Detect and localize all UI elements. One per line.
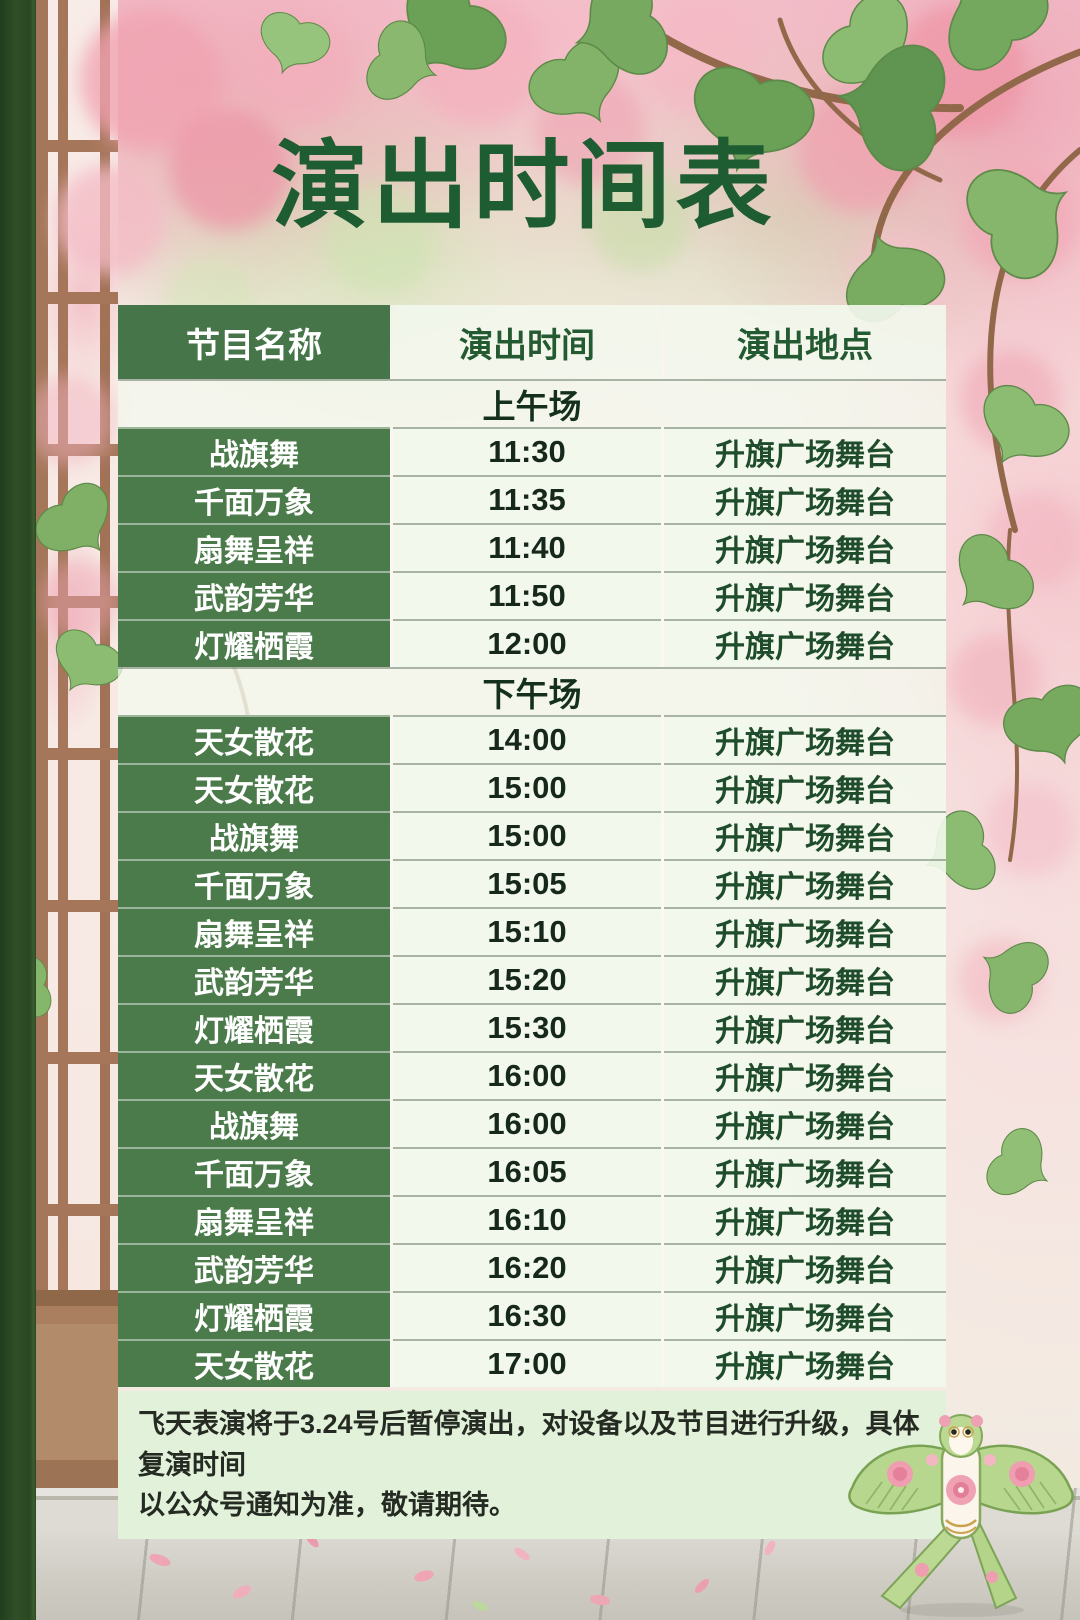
venue-cell: 升旗广场舞台 [664,1291,946,1339]
table-row: 天女散花 17:00 升旗广场舞台 [118,1339,946,1387]
table-row: 扇舞呈祥 16:10 升旗广场舞台 [118,1195,946,1243]
notice-box: 飞天表演将于3.24号后暂停演出，对设备以及节目进行升级，具体复演时间 以公众号… [118,1391,946,1539]
program-name-cell: 扇舞呈祥 [118,907,390,955]
door-pillar [0,0,36,1620]
table-header-row: 节目名称 演出时间 演出地点 [118,305,946,379]
venue-cell: 升旗广场舞台 [664,475,946,523]
program-name-cell: 天女散花 [118,1051,390,1099]
table-row: 灯耀栖霞 15:30 升旗广场舞台 [118,1003,946,1051]
venue-cell: 升旗广场舞台 [664,715,946,763]
venue-cell: 升旗广场舞台 [664,1003,946,1051]
venue-cell: 升旗广场舞台 [664,571,946,619]
table-row: 武韵芳华 16:20 升旗广场舞台 [118,1243,946,1291]
schedule-table: 节目名称 演出时间 演出地点 上午场 战旗舞 11:30 升旗广场舞台 千面万象 11:3… [118,305,946,1387]
table-row: 千面万象 15:05 升旗广场舞台 [118,859,946,907]
venue-cell: 升旗广场舞台 [664,907,946,955]
program-name-cell: 武韵芳华 [118,955,390,1003]
venue-cell: 升旗广场舞台 [664,1099,946,1147]
program-name-cell: 灯耀栖霞 [118,619,390,667]
venue-cell: 升旗广场舞台 [664,1339,946,1387]
column-header-venue: 演出地点 [664,305,946,379]
program-name-cell: 扇舞呈祥 [118,1195,390,1243]
window-sill-panel [36,1290,118,1500]
venue-cell: 升旗广场舞台 [664,619,946,667]
venue-cell: 升旗广场舞台 [664,859,946,907]
program-name-cell: 灯耀栖霞 [118,1291,390,1339]
program-name-cell: 千面万象 [118,475,390,523]
show-time-cell: 16:30 [393,1291,661,1339]
program-name-cell: 战旗舞 [118,811,390,859]
program-name-cell: 天女散花 [118,1339,390,1387]
program-name-cell: 千面万象 [118,859,390,907]
show-time-cell: 15:20 [393,955,661,1003]
venue-cell: 升旗广场舞台 [664,955,946,1003]
table-row: 灯耀栖霞 16:30 升旗广场舞台 [118,1291,946,1339]
column-header-time: 演出时间 [393,305,661,379]
notice-line-1: 飞天表演将于3.24号后暂停演出，对设备以及节目进行升级，具体复演时间 [138,1409,920,1480]
table-row: 战旗舞 15:00 升旗广场舞台 [118,811,946,859]
show-time-cell: 11:40 [393,523,661,571]
venue-cell: 升旗广场舞台 [664,1195,946,1243]
venue-cell: 升旗广场舞台 [664,1051,946,1099]
show-time-cell: 16:10 [393,1195,661,1243]
show-time-cell: 17:00 [393,1339,661,1387]
session-header: 上午场 [118,379,946,427]
venue-cell: 升旗广场舞台 [664,1243,946,1291]
schedule-body: 上午场 战旗舞 11:30 升旗广场舞台 千面万象 11:35 升旗广场舞台 扇舞呈祥 11:4… [118,379,946,1387]
table-row: 战旗舞 11:30 升旗广场舞台 [118,427,946,475]
show-time-cell: 12:00 [393,619,661,667]
venue-cell: 升旗广场舞台 [664,763,946,811]
table-row: 灯耀栖霞 12:00 升旗广场舞台 [118,619,946,667]
show-time-cell: 11:50 [393,571,661,619]
show-time-cell: 16:20 [393,1243,661,1291]
table-row: 扇舞呈祥 11:40 升旗广场舞台 [118,523,946,571]
table-row: 战旗舞 16:00 升旗广场舞台 [118,1099,946,1147]
program-name-cell: 武韵芳华 [118,571,390,619]
column-header-program: 节目名称 [118,305,390,379]
program-name-cell: 天女散花 [118,763,390,811]
show-time-cell: 15:05 [393,859,661,907]
table-row: 千面万象 11:35 升旗广场舞台 [118,475,946,523]
table-row: 扇舞呈祥 15:10 升旗广场舞台 [118,907,946,955]
venue-cell: 升旗广场舞台 [664,811,946,859]
show-time-cell: 15:30 [393,1003,661,1051]
show-time-cell: 14:00 [393,715,661,763]
page-title: 演出时间表 [271,133,777,240]
show-time-cell: 11:30 [393,427,661,475]
show-time-cell: 15:00 [393,811,661,859]
table-row: 千面万象 16:05 升旗广场舞台 [118,1147,946,1195]
show-time-cell: 15:00 [393,763,661,811]
venue-cell: 升旗广场舞台 [664,523,946,571]
notice-line-2: 以公众号通知为准，敬请期待。 [138,1490,516,1520]
table-row: 天女散花 16:00 升旗广场舞台 [118,1051,946,1099]
table-row: 武韵芳华 15:20 升旗广场舞台 [118,955,946,1003]
program-name-cell: 战旗舞 [118,1099,390,1147]
program-name-cell: 战旗舞 [118,427,390,475]
program-name-cell: 扇舞呈祥 [118,523,390,571]
program-name-cell: 天女散花 [118,715,390,763]
show-time-cell: 16:05 [393,1147,661,1195]
show-time-cell: 16:00 [393,1051,661,1099]
swallow-kite-decoration [848,1414,1074,1617]
venue-cell: 升旗广场舞台 [664,427,946,475]
show-time-cell: 16:00 [393,1099,661,1147]
table-row: 武韵芳华 11:50 升旗广场舞台 [118,571,946,619]
program-name-cell: 灯耀栖霞 [118,1003,390,1051]
program-name-cell: 千面万象 [118,1147,390,1195]
show-time-cell: 15:10 [393,907,661,955]
table-row: 天女散花 15:00 升旗广场舞台 [118,763,946,811]
program-name-cell: 武韵芳华 [118,1243,390,1291]
venue-cell: 升旗广场舞台 [664,1147,946,1195]
session-header: 下午场 [118,667,946,715]
show-time-cell: 11:35 [393,475,661,523]
table-row: 天女散花 14:00 升旗广场舞台 [118,715,946,763]
